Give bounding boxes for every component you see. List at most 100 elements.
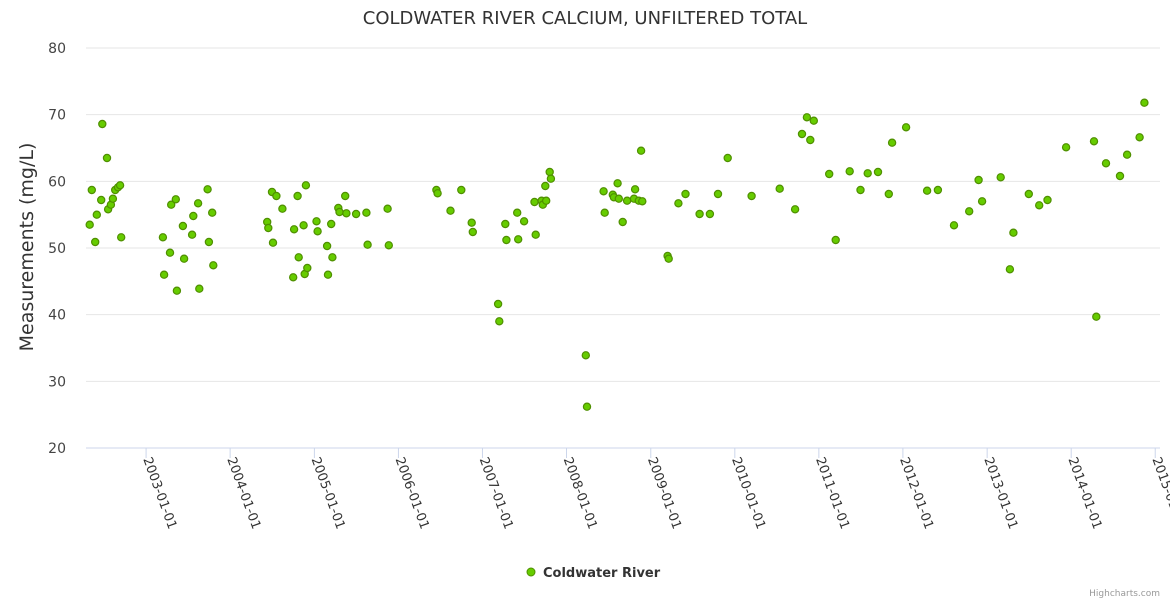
- data-point[interactable]: [294, 253, 303, 262]
- data-point[interactable]: [313, 227, 322, 236]
- data-point[interactable]: [884, 189, 894, 199]
- data-point[interactable]: [996, 173, 1005, 182]
- data-point[interactable]: [301, 181, 311, 190]
- data-point[interactable]: [618, 217, 627, 227]
- data-point[interactable]: [901, 123, 911, 132]
- data-point[interactable]: [90, 237, 100, 247]
- data-point[interactable]: [209, 261, 218, 270]
- data-point[interactable]: [695, 209, 704, 219]
- data-point[interactable]: [467, 218, 476, 227]
- data-point[interactable]: [328, 253, 337, 262]
- data-point[interactable]: [102, 153, 112, 163]
- data-point[interactable]: [87, 185, 97, 195]
- data-point[interactable]: [1061, 143, 1071, 152]
- data-point[interactable]: [582, 402, 592, 411]
- data-point[interactable]: [165, 248, 175, 257]
- data-point[interactable]: [1092, 312, 1101, 321]
- data-point[interactable]: [468, 227, 477, 237]
- data-point[interactable]: [193, 199, 203, 208]
- data-point[interactable]: [531, 230, 540, 239]
- data-point[interactable]: [713, 189, 723, 199]
- data-point[interactable]: [293, 191, 302, 201]
- data-point[interactable]: [513, 208, 522, 217]
- data-point[interactable]: [171, 195, 180, 204]
- data-point[interactable]: [195, 284, 204, 293]
- data-point[interactable]: [797, 129, 807, 139]
- data-point[interactable]: [264, 223, 273, 233]
- data-point[interactable]: [636, 146, 646, 155]
- data-point[interactable]: [98, 119, 107, 129]
- data-point[interactable]: [1101, 159, 1111, 168]
- data-point[interactable]: [546, 174, 556, 183]
- data-point[interactable]: [974, 175, 983, 185]
- data-point[interactable]: [802, 113, 812, 122]
- data-point[interactable]: [809, 116, 819, 125]
- data-point[interactable]: [289, 273, 298, 282]
- data-point[interactable]: [845, 167, 854, 176]
- data-point[interactable]: [581, 351, 591, 360]
- data-point[interactable]: [115, 181, 125, 190]
- data-point[interactable]: [116, 233, 126, 242]
- data-point[interactable]: [599, 187, 608, 196]
- data-point[interactable]: [542, 196, 551, 205]
- data-point[interactable]: [630, 185, 640, 194]
- data-point[interactable]: [289, 225, 299, 234]
- data-point[interactable]: [790, 205, 800, 214]
- data-point[interactable]: [268, 238, 278, 247]
- data-point[interactable]: [327, 219, 336, 229]
- data-point[interactable]: [863, 169, 872, 178]
- data-point[interactable]: [446, 206, 455, 215]
- data-point[interactable]: [189, 211, 198, 221]
- data-point[interactable]: [272, 191, 281, 201]
- data-point[interactable]: [1115, 171, 1125, 181]
- data-point[interactable]: [299, 221, 308, 230]
- data-point[interactable]: [501, 219, 510, 229]
- data-point[interactable]: [723, 153, 732, 163]
- data-point[interactable]: [600, 208, 609, 217]
- data-point[interactable]: [831, 235, 840, 245]
- data-point[interactable]: [825, 169, 834, 179]
- data-point[interactable]: [873, 167, 883, 177]
- data-point[interactable]: [977, 197, 987, 206]
- data-point[interactable]: [541, 181, 550, 191]
- data-point[interactable]: [949, 221, 959, 230]
- data-point[interactable]: [806, 135, 815, 145]
- data-point[interactable]: [622, 196, 632, 205]
- data-point[interactable]: [383, 204, 392, 213]
- data-point[interactable]: [341, 191, 350, 201]
- legend-item-coldwater-river[interactable]: Coldwater River: [543, 566, 661, 581]
- data-point[interactable]: [674, 199, 683, 208]
- data-point[interactable]: [108, 194, 118, 203]
- data-point[interactable]: [922, 186, 932, 195]
- data-point[interactable]: [203, 185, 212, 194]
- data-point[interactable]: [1024, 189, 1034, 199]
- data-point[interactable]: [335, 207, 344, 217]
- legend[interactable]: Coldwater River: [526, 566, 661, 581]
- data-point[interactable]: [342, 209, 351, 218]
- data-point[interactable]: [1140, 98, 1149, 107]
- data-point[interactable]: [1005, 265, 1015, 274]
- data-point[interactable]: [530, 197, 539, 207]
- data-point[interactable]: [1034, 201, 1044, 210]
- data-point[interactable]: [96, 195, 106, 205]
- data-point[interactable]: [519, 217, 529, 226]
- data-point[interactable]: [705, 209, 715, 219]
- data-point[interactable]: [85, 220, 94, 229]
- data-point[interactable]: [613, 179, 622, 188]
- data-point[interactable]: [312, 217, 321, 226]
- data-point[interactable]: [363, 240, 372, 249]
- data-point[interactable]: [457, 185, 466, 195]
- data-point[interactable]: [1009, 228, 1018, 237]
- data-point[interactable]: [965, 207, 974, 216]
- data-point[interactable]: [159, 270, 169, 279]
- data-point[interactable]: [1135, 133, 1144, 142]
- data-point[interactable]: [493, 299, 503, 309]
- data-point[interactable]: [179, 254, 189, 263]
- data-point[interactable]: [1122, 150, 1132, 159]
- data-point[interactable]: [614, 194, 624, 203]
- data-point[interactable]: [514, 235, 523, 244]
- data-point[interactable]: [362, 208, 371, 217]
- data-point[interactable]: [322, 241, 332, 251]
- data-point[interactable]: [638, 197, 647, 206]
- data-point[interactable]: [887, 138, 897, 147]
